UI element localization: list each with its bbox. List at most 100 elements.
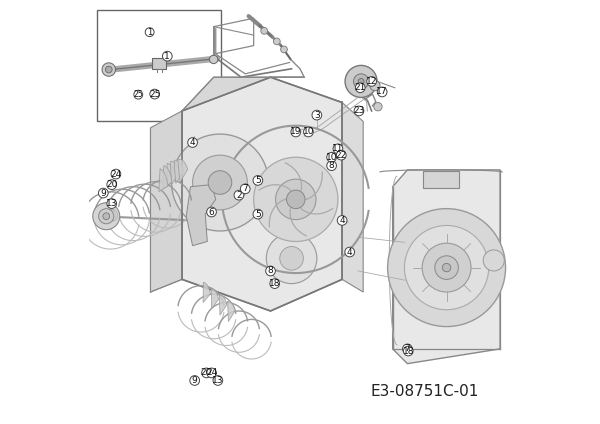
Circle shape [327, 161, 337, 170]
Text: 9: 9 [100, 189, 106, 198]
Text: 17: 17 [376, 87, 388, 96]
Text: 4: 4 [347, 248, 353, 257]
Text: 1: 1 [164, 52, 170, 61]
Polygon shape [174, 160, 184, 183]
Text: E3-08751C-01: E3-08751C-01 [370, 385, 478, 399]
Text: 22: 22 [335, 151, 347, 159]
Circle shape [377, 87, 387, 97]
Circle shape [103, 213, 110, 220]
Circle shape [270, 279, 280, 288]
Polygon shape [167, 164, 176, 187]
Circle shape [102, 63, 116, 76]
Text: 9: 9 [192, 376, 197, 385]
FancyBboxPatch shape [424, 171, 459, 187]
Circle shape [106, 66, 112, 73]
Text: 4: 4 [190, 138, 196, 147]
Circle shape [150, 89, 160, 99]
Text: 18: 18 [403, 346, 414, 355]
Polygon shape [159, 169, 168, 192]
Circle shape [287, 190, 305, 209]
Circle shape [280, 246, 304, 270]
Polygon shape [342, 103, 363, 292]
Circle shape [388, 209, 506, 326]
Text: 8: 8 [268, 266, 274, 276]
Circle shape [281, 46, 287, 53]
Polygon shape [392, 170, 500, 364]
Circle shape [253, 209, 263, 219]
Circle shape [353, 74, 368, 89]
Text: 20: 20 [106, 180, 118, 189]
Circle shape [188, 138, 197, 148]
Circle shape [483, 250, 504, 271]
Text: 20: 20 [201, 368, 212, 377]
Circle shape [374, 103, 382, 111]
Text: 10: 10 [326, 153, 337, 162]
Circle shape [355, 83, 365, 92]
Circle shape [403, 346, 413, 356]
Circle shape [103, 209, 114, 221]
Circle shape [337, 150, 346, 160]
Circle shape [354, 106, 364, 116]
Text: 8: 8 [329, 161, 334, 170]
Bar [97, 10, 221, 121]
Polygon shape [203, 282, 211, 303]
Circle shape [111, 169, 121, 179]
Circle shape [107, 180, 116, 190]
Circle shape [266, 233, 317, 284]
Polygon shape [163, 166, 172, 189]
Circle shape [403, 344, 412, 354]
Text: 4: 4 [340, 216, 345, 225]
Text: 7: 7 [242, 184, 248, 193]
Text: 25: 25 [149, 89, 160, 98]
Text: 12: 12 [366, 77, 377, 86]
Text: 7: 7 [404, 344, 410, 353]
Polygon shape [211, 289, 218, 309]
Circle shape [345, 65, 377, 98]
Text: 1: 1 [147, 28, 152, 36]
Circle shape [208, 171, 232, 194]
Circle shape [98, 188, 108, 198]
Circle shape [274, 38, 280, 45]
Polygon shape [220, 295, 227, 315]
FancyBboxPatch shape [152, 58, 166, 69]
Circle shape [370, 81, 380, 91]
Circle shape [275, 179, 316, 220]
Text: 18: 18 [269, 279, 280, 288]
Circle shape [422, 243, 471, 292]
Circle shape [107, 199, 116, 209]
Polygon shape [227, 301, 235, 321]
Circle shape [345, 247, 355, 257]
Circle shape [327, 152, 337, 162]
Circle shape [358, 78, 364, 84]
Circle shape [291, 127, 301, 137]
Circle shape [145, 28, 154, 36]
Circle shape [337, 215, 347, 225]
Circle shape [442, 263, 451, 272]
Text: 2: 2 [236, 191, 242, 200]
Circle shape [202, 368, 211, 378]
Text: 13: 13 [212, 376, 224, 385]
Polygon shape [182, 77, 342, 311]
Circle shape [106, 209, 118, 221]
Polygon shape [186, 184, 216, 245]
Circle shape [261, 28, 268, 34]
Circle shape [367, 77, 376, 86]
Text: 11: 11 [332, 144, 344, 153]
Text: 19: 19 [290, 128, 302, 137]
Circle shape [234, 190, 244, 200]
Text: 24: 24 [110, 170, 122, 179]
Text: 24: 24 [206, 368, 217, 377]
Text: 10: 10 [302, 128, 314, 137]
Text: 6: 6 [209, 207, 214, 217]
Circle shape [213, 376, 223, 385]
Circle shape [404, 226, 489, 310]
Circle shape [241, 184, 250, 194]
Polygon shape [151, 111, 182, 292]
Circle shape [93, 203, 120, 230]
Text: 13: 13 [106, 199, 118, 208]
Circle shape [104, 209, 116, 221]
Text: 5: 5 [255, 209, 261, 219]
Circle shape [98, 209, 114, 224]
Text: 21: 21 [355, 83, 366, 92]
Text: 5: 5 [255, 176, 261, 185]
